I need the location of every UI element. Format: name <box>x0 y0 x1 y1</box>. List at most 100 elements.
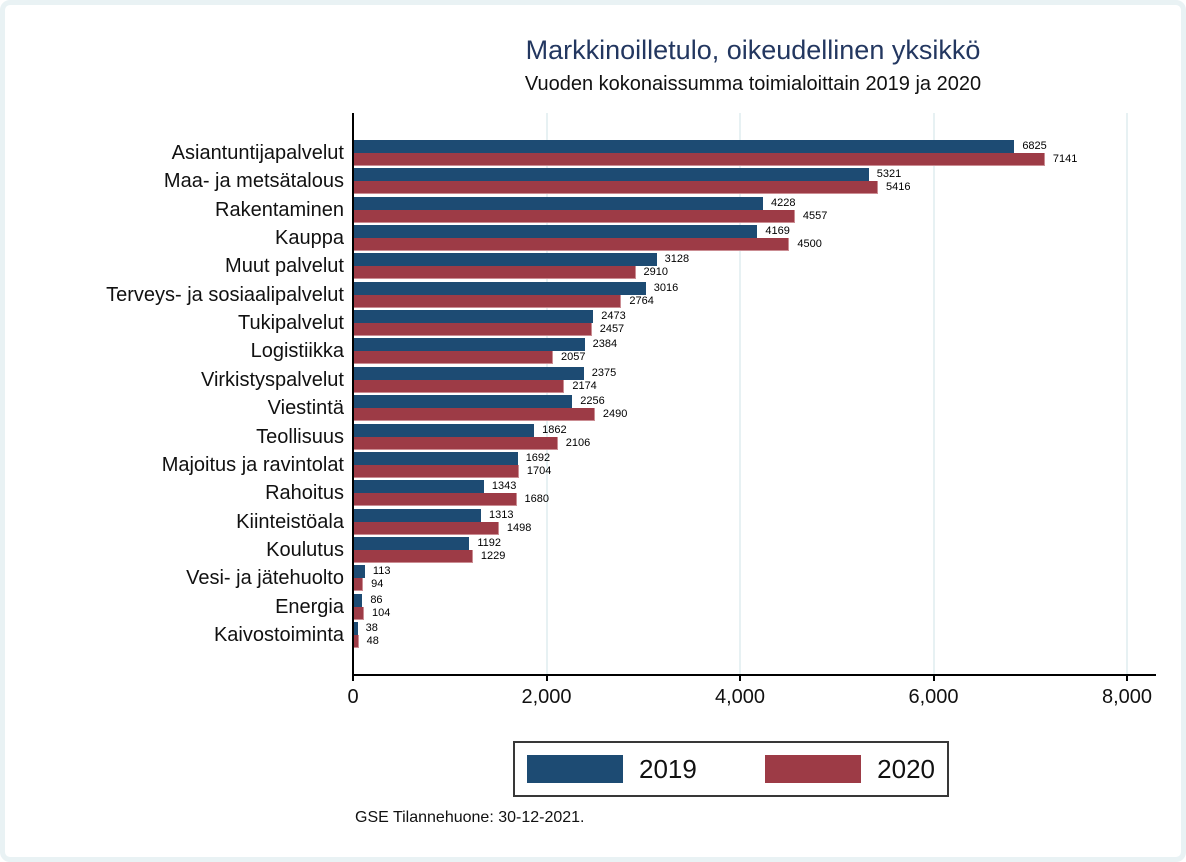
bar-value-label-2020: 2457 <box>599 323 625 336</box>
bar-value-label-2019: 38 <box>365 621 378 634</box>
bar-value-label-2020: 1498 <box>506 521 532 534</box>
x-tick-label: 2,000 <box>521 686 572 708</box>
category-label: Asiantuntijapalvelut <box>171 142 344 164</box>
bar-value-label-2020: 2764 <box>629 294 654 307</box>
bar-value-label-2020: 2057 <box>561 351 586 364</box>
bar-2020 <box>354 153 1045 166</box>
bar-value-label-2019: 1192 <box>477 536 501 549</box>
bar-value-label-2020: 1229 <box>480 549 506 562</box>
bar-value-label-2019: 1343 <box>491 480 517 493</box>
category-label: Tukipalvelut <box>238 312 344 335</box>
bar-2019 <box>354 366 584 380</box>
bar-2020 <box>354 634 359 648</box>
bar-2019 <box>354 196 764 210</box>
legend-item-2020: 2020 <box>765 754 935 785</box>
category-label: Rakentaminen <box>215 198 344 221</box>
bar-value-label-2019: 3016 <box>653 281 679 294</box>
bar-2020 <box>354 351 553 365</box>
bar-2020 <box>354 238 790 252</box>
bar-2020 <box>354 209 795 223</box>
bar-value-label-2019: 1313 <box>489 508 514 521</box>
x-tick <box>739 674 741 681</box>
bar-2019 <box>354 225 758 239</box>
bar-2019 <box>354 423 535 437</box>
category-label: Muut palvelut <box>225 255 344 278</box>
bar-2020 <box>354 606 365 620</box>
bar-value-label-2020: 1680 <box>524 493 550 506</box>
bar-2020 <box>354 578 364 592</box>
x-tick-label: 8,000 <box>1101 686 1153 708</box>
plot-area <box>352 113 1156 676</box>
bar-value-label-2019: 6825 <box>1022 140 1047 152</box>
bar-2020 <box>354 493 517 507</box>
bar-value-label-2019: 1692 <box>525 451 551 464</box>
bar-2020 <box>354 181 878 195</box>
bar-value-label-2019: 113 <box>372 565 391 578</box>
legend-swatch-2020 <box>765 755 862 783</box>
bar-2019 <box>354 621 358 635</box>
category-label: Teollisuus <box>256 425 344 448</box>
category-label: Koulutus <box>266 538 344 561</box>
bar-2019 <box>354 338 585 352</box>
bar-2019 <box>354 508 482 522</box>
bar-2020 <box>354 436 558 450</box>
bar-2020 <box>354 266 636 280</box>
bar-2019 <box>354 536 470 550</box>
bar-2019 <box>354 395 573 409</box>
bar-2019 <box>354 565 365 579</box>
x-tick-label: 0 <box>347 686 359 708</box>
category-label: Viestintä <box>267 397 344 420</box>
bar-value-label-2020: 4557 <box>802 209 828 222</box>
bar-2020 <box>354 408 595 422</box>
gridline <box>932 113 935 674</box>
category-label: Vesi- ja jätehuolto <box>186 567 344 590</box>
bar-2019 <box>354 281 646 295</box>
bar-value-label-2019: 1862 <box>542 423 567 436</box>
category-label: Terveys- ja sosiaalipalvelut <box>106 283 344 306</box>
bar-value-label-2019: 4228 <box>771 196 796 209</box>
legend-label: 2020 <box>877 753 935 784</box>
bar-2019 <box>354 168 869 182</box>
bar-2020 <box>354 294 622 308</box>
gridline <box>1126 113 1128 674</box>
gridline <box>545 113 548 674</box>
bar-value-label-2019: 2384 <box>592 338 618 351</box>
bar-2020 <box>354 323 592 337</box>
legend-swatch-2019 <box>527 755 623 783</box>
bar-value-label-2020: 2174 <box>572 379 597 392</box>
bar-value-label-2020: 5416 <box>885 181 911 194</box>
x-tick <box>545 674 548 681</box>
bar-2019 <box>354 253 657 267</box>
bar-2020 <box>354 549 473 563</box>
gridline <box>739 113 741 674</box>
category-label: Maa- ja metsätalous <box>163 170 344 193</box>
bar-value-label-2020: 94 <box>371 578 384 591</box>
bar-2019 <box>354 593 363 607</box>
bar-value-label-2019: 2256 <box>580 395 605 408</box>
chart-subtitle: Vuoden kokonaissumma toimialoittain 2019… <box>524 73 982 95</box>
bar-value-label-2019: 2473 <box>601 310 626 323</box>
legend-label: 2019 <box>639 753 697 784</box>
legend-item-2019: 2019 <box>527 754 697 785</box>
bar-value-label-2020: 2910 <box>643 266 669 279</box>
category-label: Energia <box>275 595 344 618</box>
bar-value-label-2020: 2106 <box>565 436 591 449</box>
category-label: Logistiikka <box>250 340 344 363</box>
bar-value-label-2020: 48 <box>366 634 379 647</box>
x-tick <box>1126 674 1128 681</box>
bar-value-label-2019: 86 <box>370 593 383 606</box>
category-label: Virkistyspalvelut <box>200 368 344 391</box>
bar-value-label-2019: 3128 <box>664 253 690 266</box>
legend: 2019 2020 <box>513 741 949 797</box>
chart-title: Markkinoilletulo, oikeudellinen yksikkö <box>525 35 981 65</box>
bar-2019 <box>354 140 1015 153</box>
x-tick-label: 4,000 <box>714 686 766 708</box>
category-label: Majoitus ja ravintolat <box>161 453 344 476</box>
category-label: Kiinteistöala <box>236 510 344 533</box>
bar-value-label-2020: 7141 <box>1052 153 1078 165</box>
bar-2020 <box>354 464 519 478</box>
bar-2019 <box>354 480 484 494</box>
bar-value-label-2019: 5321 <box>876 168 902 181</box>
bar-value-label-2020: 1704 <box>526 464 552 477</box>
